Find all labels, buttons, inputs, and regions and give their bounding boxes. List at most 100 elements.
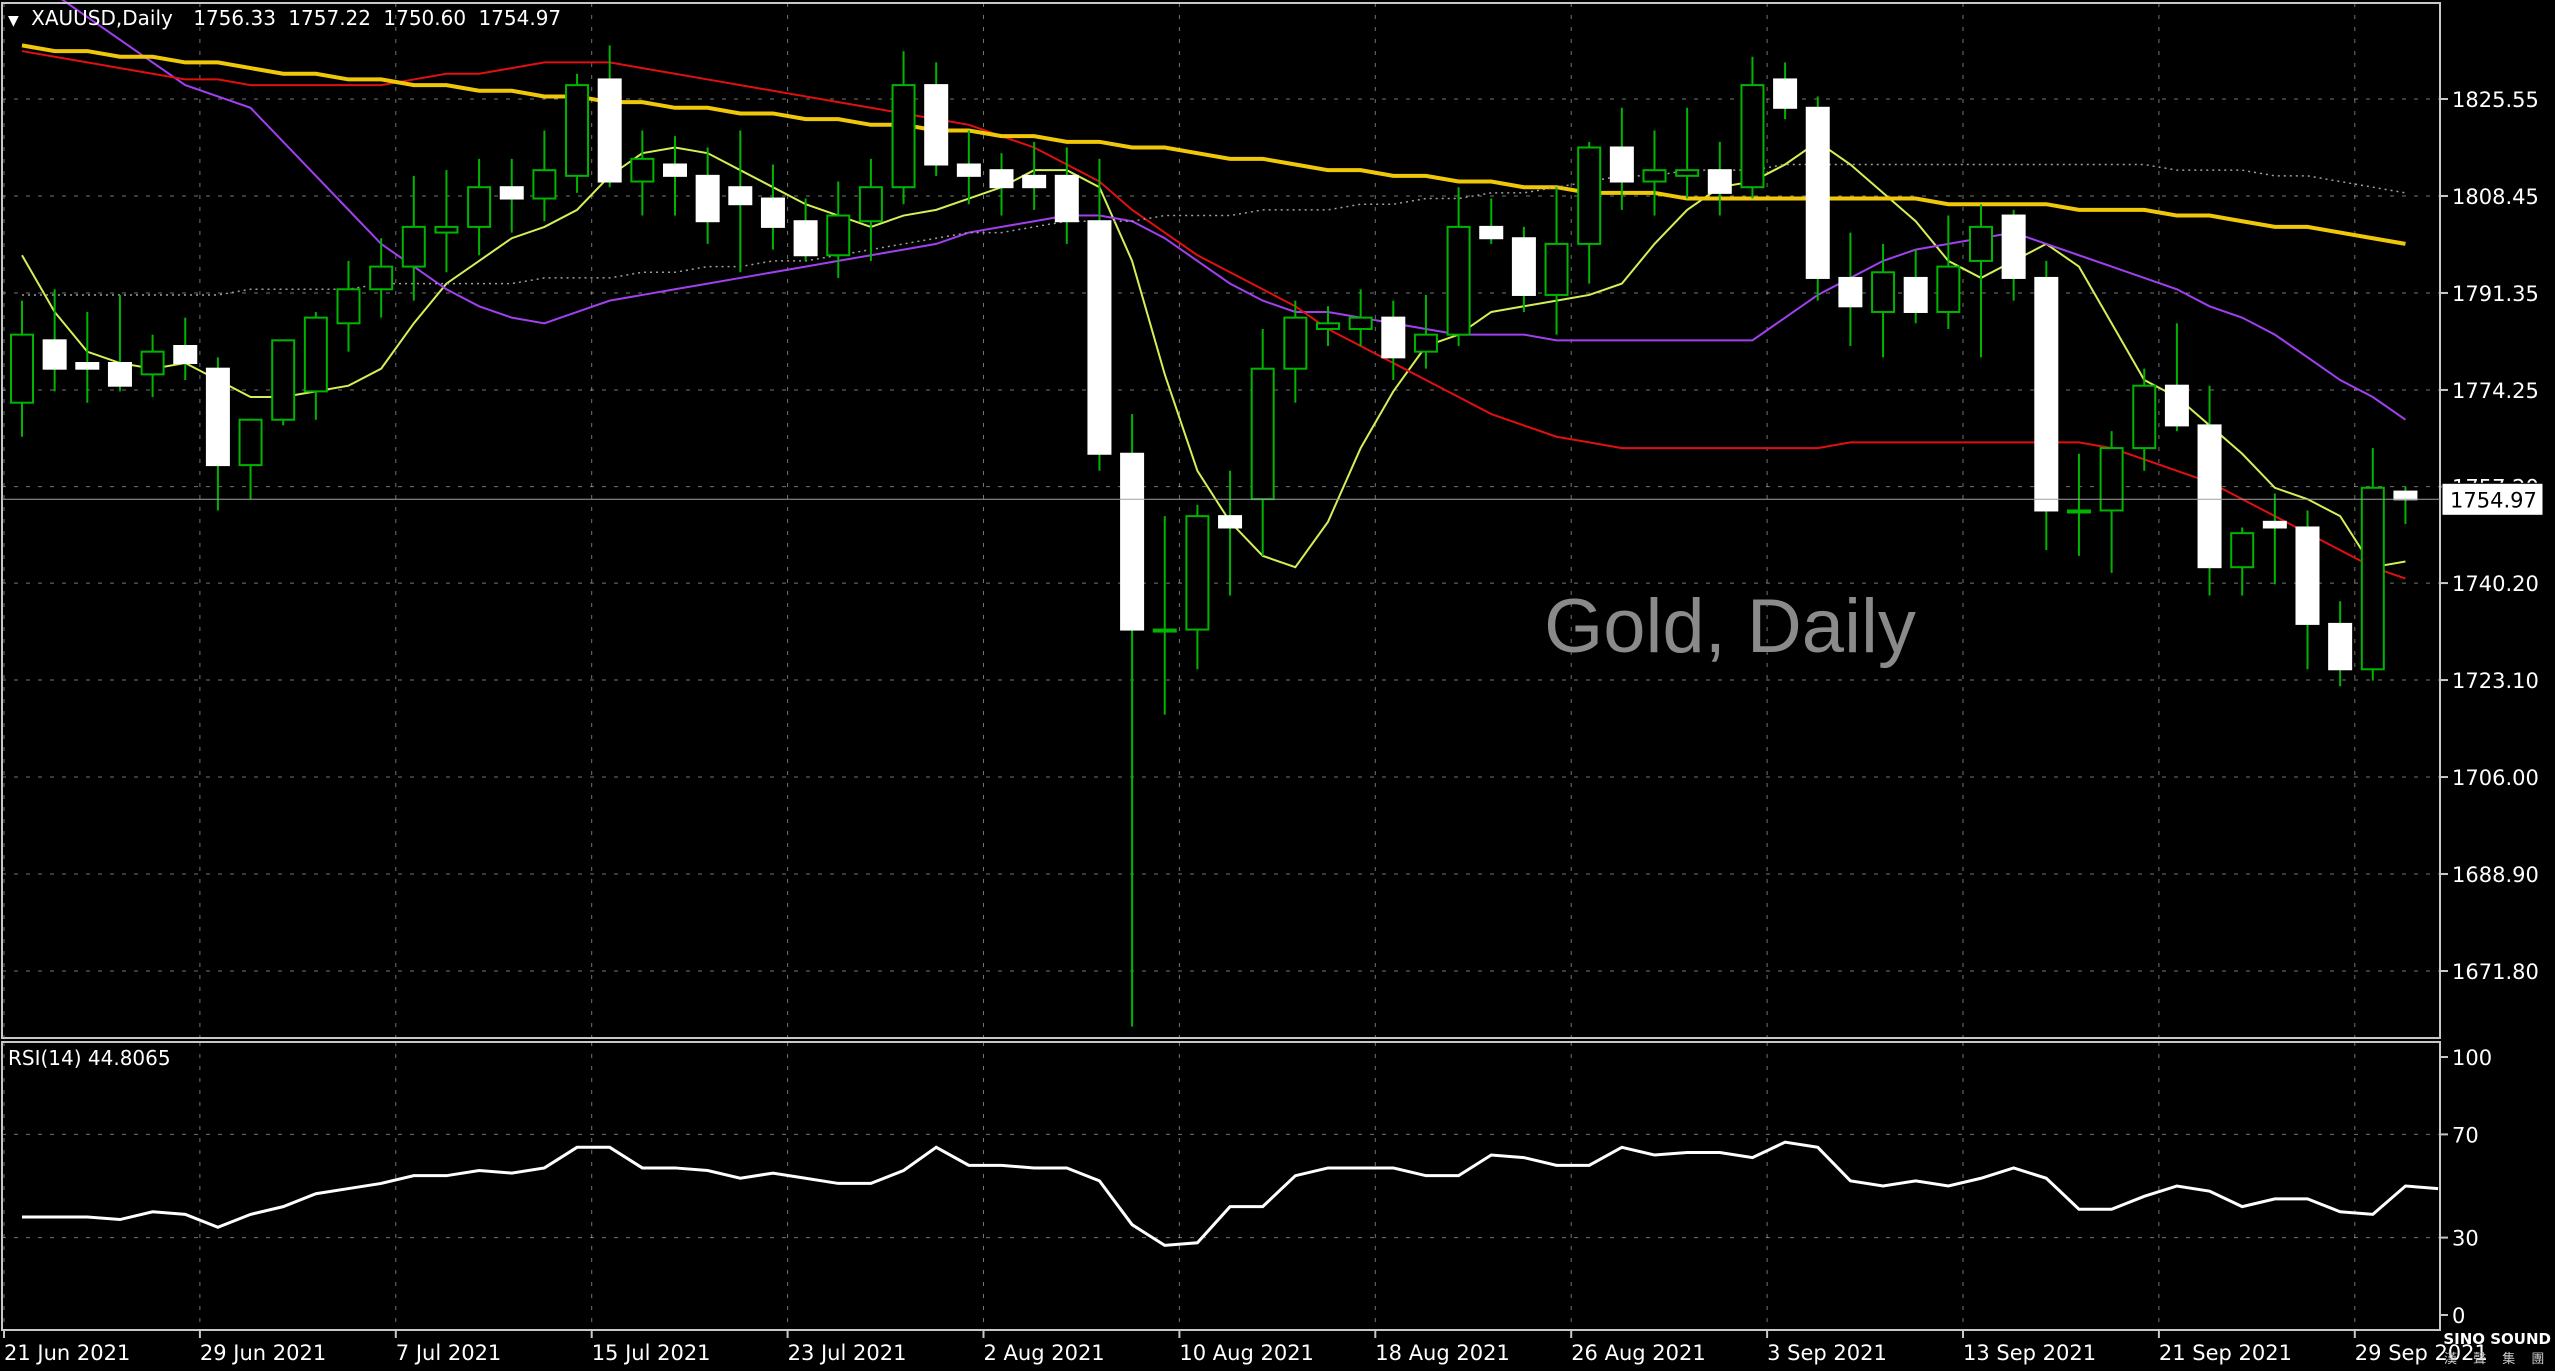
date-tick-label: 18 Aug 2021 <box>1375 1341 1510 1365</box>
rsi-panel: 100 70 30 0 <box>2 1046 2492 1328</box>
candlesticks <box>10 45 2418 1027</box>
candle <box>826 181 851 278</box>
candle-body <box>336 288 361 325</box>
candle <box>205 357 230 511</box>
candle-body <box>499 186 524 200</box>
date-tick-label: 3 Sep 2021 <box>1767 1341 1887 1365</box>
candle <box>107 294 132 392</box>
candle-body <box>107 362 132 387</box>
candle <box>1740 56 1765 199</box>
candle-body <box>1446 225 1471 336</box>
triangle-down-icon[interactable]: ▼ <box>8 13 19 29</box>
candle <box>1609 107 1634 210</box>
rsi-panel-frame <box>1 1041 2441 1331</box>
grid-lines <box>2 3 2440 1330</box>
date-tick-label: 29 Sep 2021 <box>2355 1341 2488 1365</box>
candle-body <box>1544 242 1569 296</box>
candle <box>1903 249 1928 324</box>
candle <box>1936 215 1961 329</box>
candle-body <box>238 418 263 467</box>
candle-body <box>401 225 426 268</box>
candle-body <box>924 84 949 166</box>
candle <box>1511 226 1536 312</box>
low-value: 1750.60 <box>383 6 467 30</box>
candle <box>369 238 394 318</box>
date-tick-label: 26 Aug 2021 <box>1571 1341 1706 1365</box>
candle <box>793 198 818 261</box>
candle <box>336 260 361 352</box>
candle <box>2262 493 2287 585</box>
candle-body <box>1413 333 1438 353</box>
candle <box>728 130 753 273</box>
candle <box>303 311 328 420</box>
logo-line1: SINO SOUND <box>2443 1330 2551 1348</box>
price-tick-label: 1688.90 <box>2452 863 2539 887</box>
rsi-tick-label: 100 <box>2452 1046 2492 1070</box>
candle-body <box>2197 424 2222 569</box>
candle <box>1152 516 1177 715</box>
candle <box>401 175 426 301</box>
candle-body <box>75 362 100 370</box>
candle <box>2295 510 2320 670</box>
candle <box>1022 141 1047 210</box>
candle <box>173 317 198 381</box>
candle-body <box>42 339 67 370</box>
candle-body <box>271 339 296 421</box>
candle <box>271 339 296 426</box>
candle <box>2066 453 2091 556</box>
current-price-label: 1754.97 <box>2450 488 2537 512</box>
date-tick-label: 2 Aug 2021 <box>984 1341 1105 1365</box>
candle-body <box>891 84 916 189</box>
rsi-tick-label: 0 <box>2452 1304 2465 1328</box>
candle-body <box>989 169 1014 189</box>
close-value: 1754.97 <box>478 6 562 30</box>
candle <box>1577 141 1602 284</box>
candle-body <box>1316 322 1340 330</box>
rsi-label: RSI(14) 44.8065 <box>8 1046 171 1070</box>
candle <box>1707 141 1732 216</box>
candle <box>1838 232 1863 346</box>
date-tick-label: 29 Jun 2021 <box>200 1341 326 1365</box>
candle <box>2099 431 2124 573</box>
rsi-line <box>22 1140 2439 1247</box>
candle <box>630 130 655 216</box>
candle-body <box>1740 84 1765 189</box>
candle-body <box>1969 225 1993 262</box>
candle <box>1316 306 1340 346</box>
candle <box>2164 323 2189 432</box>
open-value: 1756.33 <box>193 6 276 30</box>
candle-body <box>1903 276 1928 313</box>
candle-body <box>1871 271 1896 313</box>
candle-body <box>1642 169 1667 183</box>
price-panel-frame <box>1 2 2441 1039</box>
date-tick-label: 21 Jun 2021 <box>4 1341 130 1365</box>
candle-body <box>1707 169 1732 194</box>
candle-body <box>2099 447 2124 512</box>
candle <box>1250 328 1275 556</box>
candle-body <box>1283 316 1308 370</box>
candle-body <box>10 333 34 404</box>
date-tick-label: 15 Jul 2021 <box>592 1341 711 1365</box>
candle-body <box>1577 146 1602 245</box>
date-tick-label: 23 Jul 2021 <box>788 1341 907 1365</box>
candle <box>1381 300 1406 381</box>
candle <box>1087 158 1112 471</box>
candle <box>565 73 590 193</box>
candle-body <box>597 78 622 183</box>
candle-body <box>1022 174 1047 189</box>
candle-body <box>1218 515 1243 529</box>
candle <box>1805 96 1830 301</box>
candle-body <box>760 197 785 228</box>
candle-body <box>630 157 655 183</box>
price-tick-label: 1740.20 <box>2452 572 2539 596</box>
candle-body <box>1087 220 1112 455</box>
price-tick-label: 1791.35 <box>2452 282 2539 306</box>
candle <box>1871 243 1896 358</box>
logo-line2: 漢 聲 集 團 <box>2443 1352 2551 1367</box>
company-logo: SINO SOUND 漢 聲 集 團 <box>2443 1330 2551 1367</box>
candle <box>2230 527 2255 596</box>
candle <box>1185 504 1210 670</box>
candle-body <box>2262 520 2287 529</box>
